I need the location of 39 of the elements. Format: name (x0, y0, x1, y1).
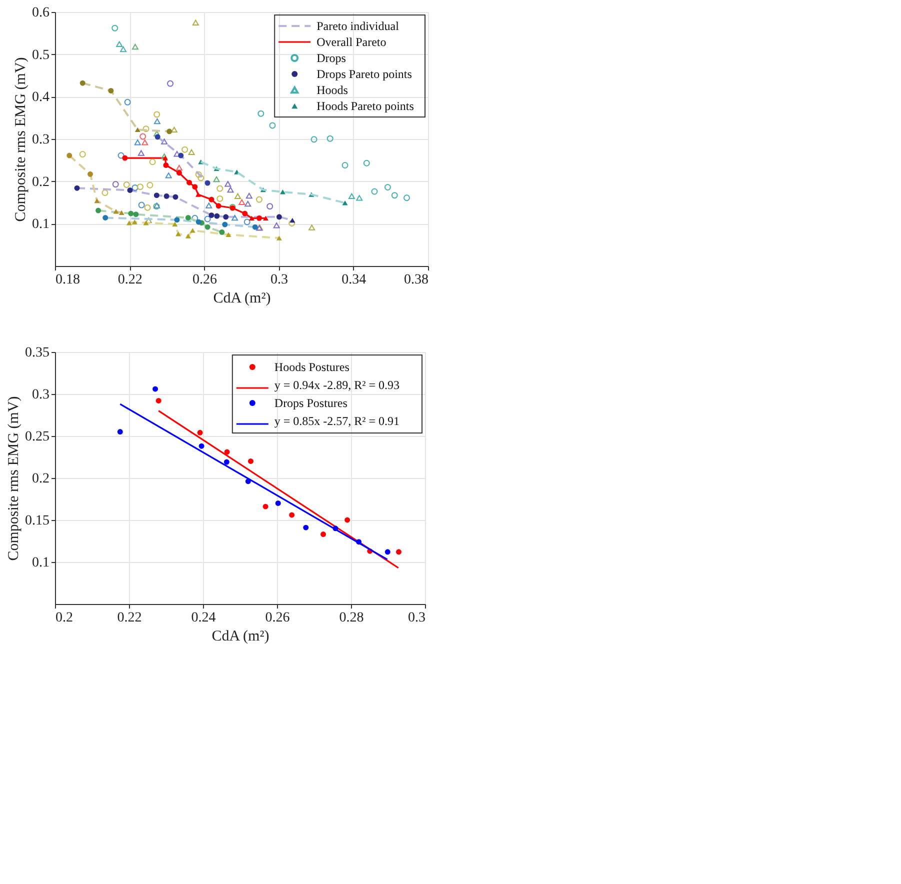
x-tick-label: 0.3 (270, 272, 288, 288)
y-tick-label: 0.5 (32, 48, 50, 63)
y-tick-label: 0.2 (32, 472, 50, 486)
x-axis-title: CdA (m²) (212, 628, 270, 644)
y-tick-label: 0.25 (25, 430, 50, 444)
legend-label: Drops Pareto points (316, 67, 412, 81)
x-tick-label: 0.24 (191, 610, 216, 626)
y-tick-label: 0.1 (32, 556, 50, 570)
x-tick-label: 0.2 (56, 610, 73, 626)
x-tick-label: 0.38 (404, 272, 428, 288)
x-tick-label: 0.34 (342, 272, 366, 288)
legend-label: Hoods Pareto points (316, 99, 414, 113)
line-series (200, 160, 346, 204)
y-tick-label: 0.3 (32, 132, 50, 148)
legend-label: Drops (316, 51, 346, 65)
legend-label: y = 0.85x -2.57, R² = 0.91 (274, 414, 400, 428)
legend-label: Hoods (316, 83, 348, 97)
legend-label: Drops Postures (274, 396, 348, 410)
x-tick-label: 0.3 (408, 610, 426, 626)
x-axis-title: CdA (m²) (213, 290, 271, 306)
y-tick-label: 0.2 (32, 174, 50, 190)
y-tick-label: 0.6 (32, 6, 50, 20)
x-tick-label: 0.26 (265, 610, 290, 626)
legend-label: Pareto individual (316, 19, 400, 33)
y-axis-title: Composite rms EMG (mV) (6, 396, 22, 561)
x-tick-label: 0.22 (118, 272, 142, 288)
x-tick-label: 0.28 (339, 610, 364, 626)
x-tick-label: 0.26 (192, 272, 217, 288)
legend-label: y = 0.94x -2.89, R² = 0.93 (274, 378, 400, 392)
y-axis-title: Composite rms EMG (mV) (13, 57, 29, 222)
y-tick-label: 0.1 (32, 217, 50, 232)
legend-label: Hoods Postures (274, 360, 350, 374)
legend-label: Overall Pareto (316, 35, 386, 49)
y-tick-label: 0.3 (32, 388, 50, 402)
x-tick-label: 0.22 (117, 610, 142, 626)
y-tick-label: 0.15 (25, 514, 50, 528)
y-tick-label: 0.35 (25, 346, 50, 360)
x-tick-label: 0.18 (56, 272, 80, 288)
y-tick-label: 0.4 (32, 90, 50, 106)
